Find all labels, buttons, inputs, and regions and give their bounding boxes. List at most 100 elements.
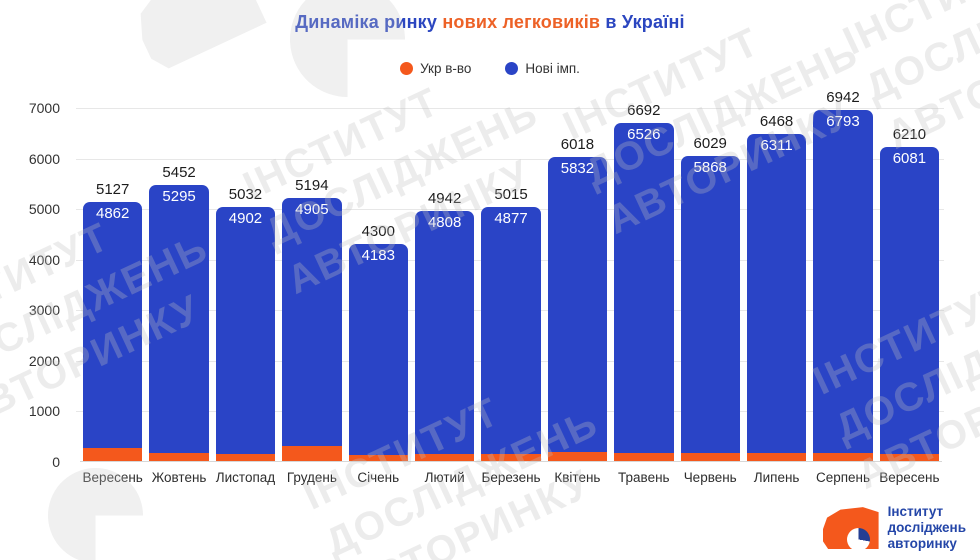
y-tick-label: 7000 [28,100,60,116]
stacked-bar: 4862 [83,201,143,461]
bar-imports-value: 6081 [892,149,927,167]
bar-segment-ukr [414,454,475,461]
bar-imports-value: 6526 [627,125,661,143]
title-part-blue-1: Динаміка ринку [295,12,438,32]
title-part-blue-2: в Україні [605,12,685,32]
brand-logo: Інститут досліджень авторинку [822,504,966,552]
stacked-bar: 4808 [414,211,475,461]
bar-imports-value: 6793 [826,112,860,130]
bar-slot: 4902 5032 Листопад [215,108,276,485]
bar-slot: 6311 6468 Липень [746,108,807,485]
bar-segment-ukr [813,453,873,461]
bar-imports-value: 4183 [361,246,395,264]
bar-slot: 5832 6018 Квітень [547,108,608,485]
stacked-bar: 6526 [614,122,674,461]
bar-slot: 5295 5452 Жовтень [148,108,209,485]
bar-slot: 6526 6692 Травень [613,102,674,485]
page-title: Динаміка ринку нових легковиків в Україн… [0,12,980,33]
brand-logo-text: Інститут досліджень авторинку [887,504,966,552]
bar-segment-imports: 5295 [149,185,209,454]
bar-total-value: 6468 [759,112,794,130]
x-tick-label: Травень [618,470,670,485]
bar-segment-ukr [680,452,740,461]
bar-total-value: 4942 [427,190,462,208]
bar-segment-ukr [348,455,408,461]
bar-segment-ukr [614,452,674,461]
bar-segment-imports: 4862 [83,201,143,448]
x-tick-label: Жовтень [151,470,207,485]
bar-segment-ukr [149,453,209,461]
bar-segment-imports: 6793 [813,109,873,454]
bar-segment-imports: 5868 [680,156,740,453]
bar-slot: 6793 6942 Серпень [812,89,873,485]
bar-slot: 4183 4300 Січень [348,108,409,485]
stacked-bar: 6793 [813,109,873,461]
gridline [76,108,944,109]
brand-car-pie-icon [822,507,879,552]
bar-imports-value: 4905 [295,201,329,219]
x-tick-label: Червень [683,470,737,485]
stacked-bar: 4877 [481,207,541,461]
bar-slot: 4808 4942 Лютий [414,108,475,485]
stacked-bar: 5832 [547,156,608,461]
y-tick-label: 2000 [28,352,60,369]
bar-total-value: 5194 [295,177,329,195]
bar-total-value: 5032 [228,185,263,203]
bars-row: 4862 5127 Вересень 5295 5452 Жовтень 4902 5032 Л… [80,89,942,485]
bar-segment-ukr [282,446,342,461]
y-tick-label: 1000 [28,403,60,420]
bar-total-value: 5015 [494,186,528,204]
bar-segment-ukr [481,454,541,461]
stacked-bar: 6311 [746,133,807,461]
bar-segment-imports: 4877 [481,207,541,455]
bar-segment-ukr [746,453,807,461]
bar-total-value: 6692 [627,101,661,119]
x-tick-label: Вересень [879,470,940,485]
bar-imports-value: 4877 [494,210,528,228]
x-tick-label: Листопад [215,470,276,485]
bar-segment-ukr [83,447,143,461]
legend-dot-blue-icon [505,62,519,75]
x-tick-label: Грудень [286,470,337,485]
x-tick-label: Січень [357,470,400,485]
x-tick-label: Квітень [554,470,601,485]
bar-segment-imports: 6526 [614,122,674,453]
x-tick-label: Березень [481,470,541,485]
bar-segment-imports: 5832 [547,156,608,452]
y-tick-label: 3000 [28,302,60,319]
bar-total-value: 6029 [693,135,727,153]
bar-total-value: 6018 [560,135,595,153]
bar-imports-value: 4808 [427,214,462,232]
bar-segment-imports: 6081 [879,146,940,455]
bar-segment-imports: 4808 [414,211,475,455]
bar-imports-value: 5832 [560,159,595,177]
bar-segment-imports: 4902 [215,206,276,455]
bar-total-value: 5452 [162,164,196,182]
stacked-bar: 6081 [879,146,940,461]
bar-imports-value: 5295 [162,188,196,206]
plot-area: 4862 5127 Вересень 5295 5452 Жовтень 4902 5032 Л… [76,89,944,485]
bar-imports-value: 4902 [228,209,263,227]
legend-item-imports: Нові імп. [505,61,580,76]
bar-total-value: 4300 [361,222,395,240]
legend: Укр в-во Нові імп. [0,61,980,76]
bar-imports-value: 6311 [760,136,793,154]
bar-slot: 5868 6029 Червень [680,108,741,485]
bar-slot: 6081 6210 Вересень [879,108,940,485]
x-tick-label: Лютий [424,470,465,485]
title-part-orange: нових легковиків [442,12,601,32]
legend-label-imports: Нові імп. [525,61,580,76]
bar-imports-value: 4862 [96,204,130,222]
legend-item-ukr: Укр в-во [400,61,471,76]
stacked-bar: 5295 [149,185,209,461]
bar-total-value: 5127 [96,180,130,198]
gridline [76,158,944,160]
legend-label-ukr: Укр в-во [420,61,472,76]
y-tick-label: 6000 [28,150,60,167]
bar-slot: 4877 5015 Березень [480,108,541,485]
stacked-bar: 4902 [215,206,276,461]
y-axis: 0 1000 2000 3000 4000 5000 6000 7000 [0,100,68,470]
stacked-bar: 5868 [680,156,740,461]
stacked-bar: 4183 [348,243,408,461]
